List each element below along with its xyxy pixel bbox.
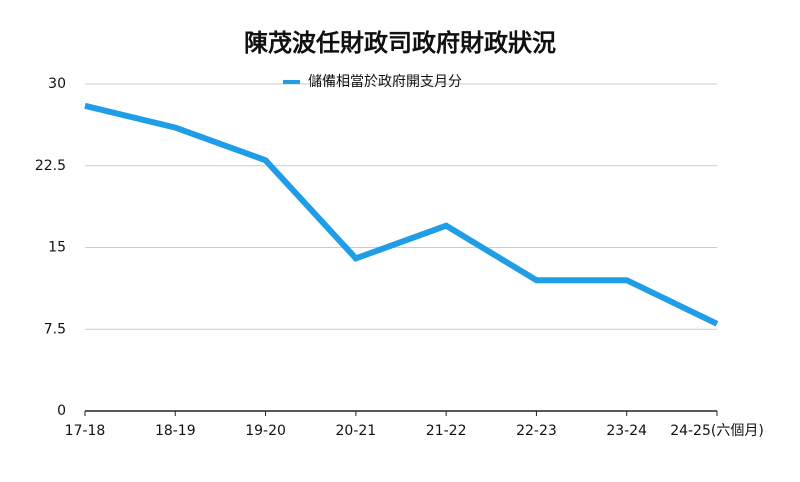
- x-tick-label: 21-22: [426, 423, 467, 439]
- x-tick-label: 22-23: [516, 423, 557, 439]
- legend-label: 儲備相當於政府開支月分: [308, 74, 462, 90]
- y-tick-label: 15: [48, 240, 66, 256]
- x-tick-label: 23-24: [606, 423, 647, 439]
- x-tick-label: 18-19: [155, 423, 196, 439]
- chart-title: 陳茂波任財政司政府財政狀況: [244, 29, 556, 57]
- x-tick-label: 17-18: [65, 423, 106, 439]
- y-tick-label: 7.5: [44, 321, 66, 337]
- line: [84, 102, 719, 327]
- x-tick-label: 19-20: [245, 423, 286, 439]
- x-tick-label: 24-25(六個月): [670, 423, 764, 439]
- y-tick-label: 30: [48, 76, 66, 92]
- x-tick-label: 20-21: [336, 423, 377, 439]
- y-tick-label: 22.5: [35, 158, 66, 174]
- y-tick-label: 0: [57, 403, 66, 419]
